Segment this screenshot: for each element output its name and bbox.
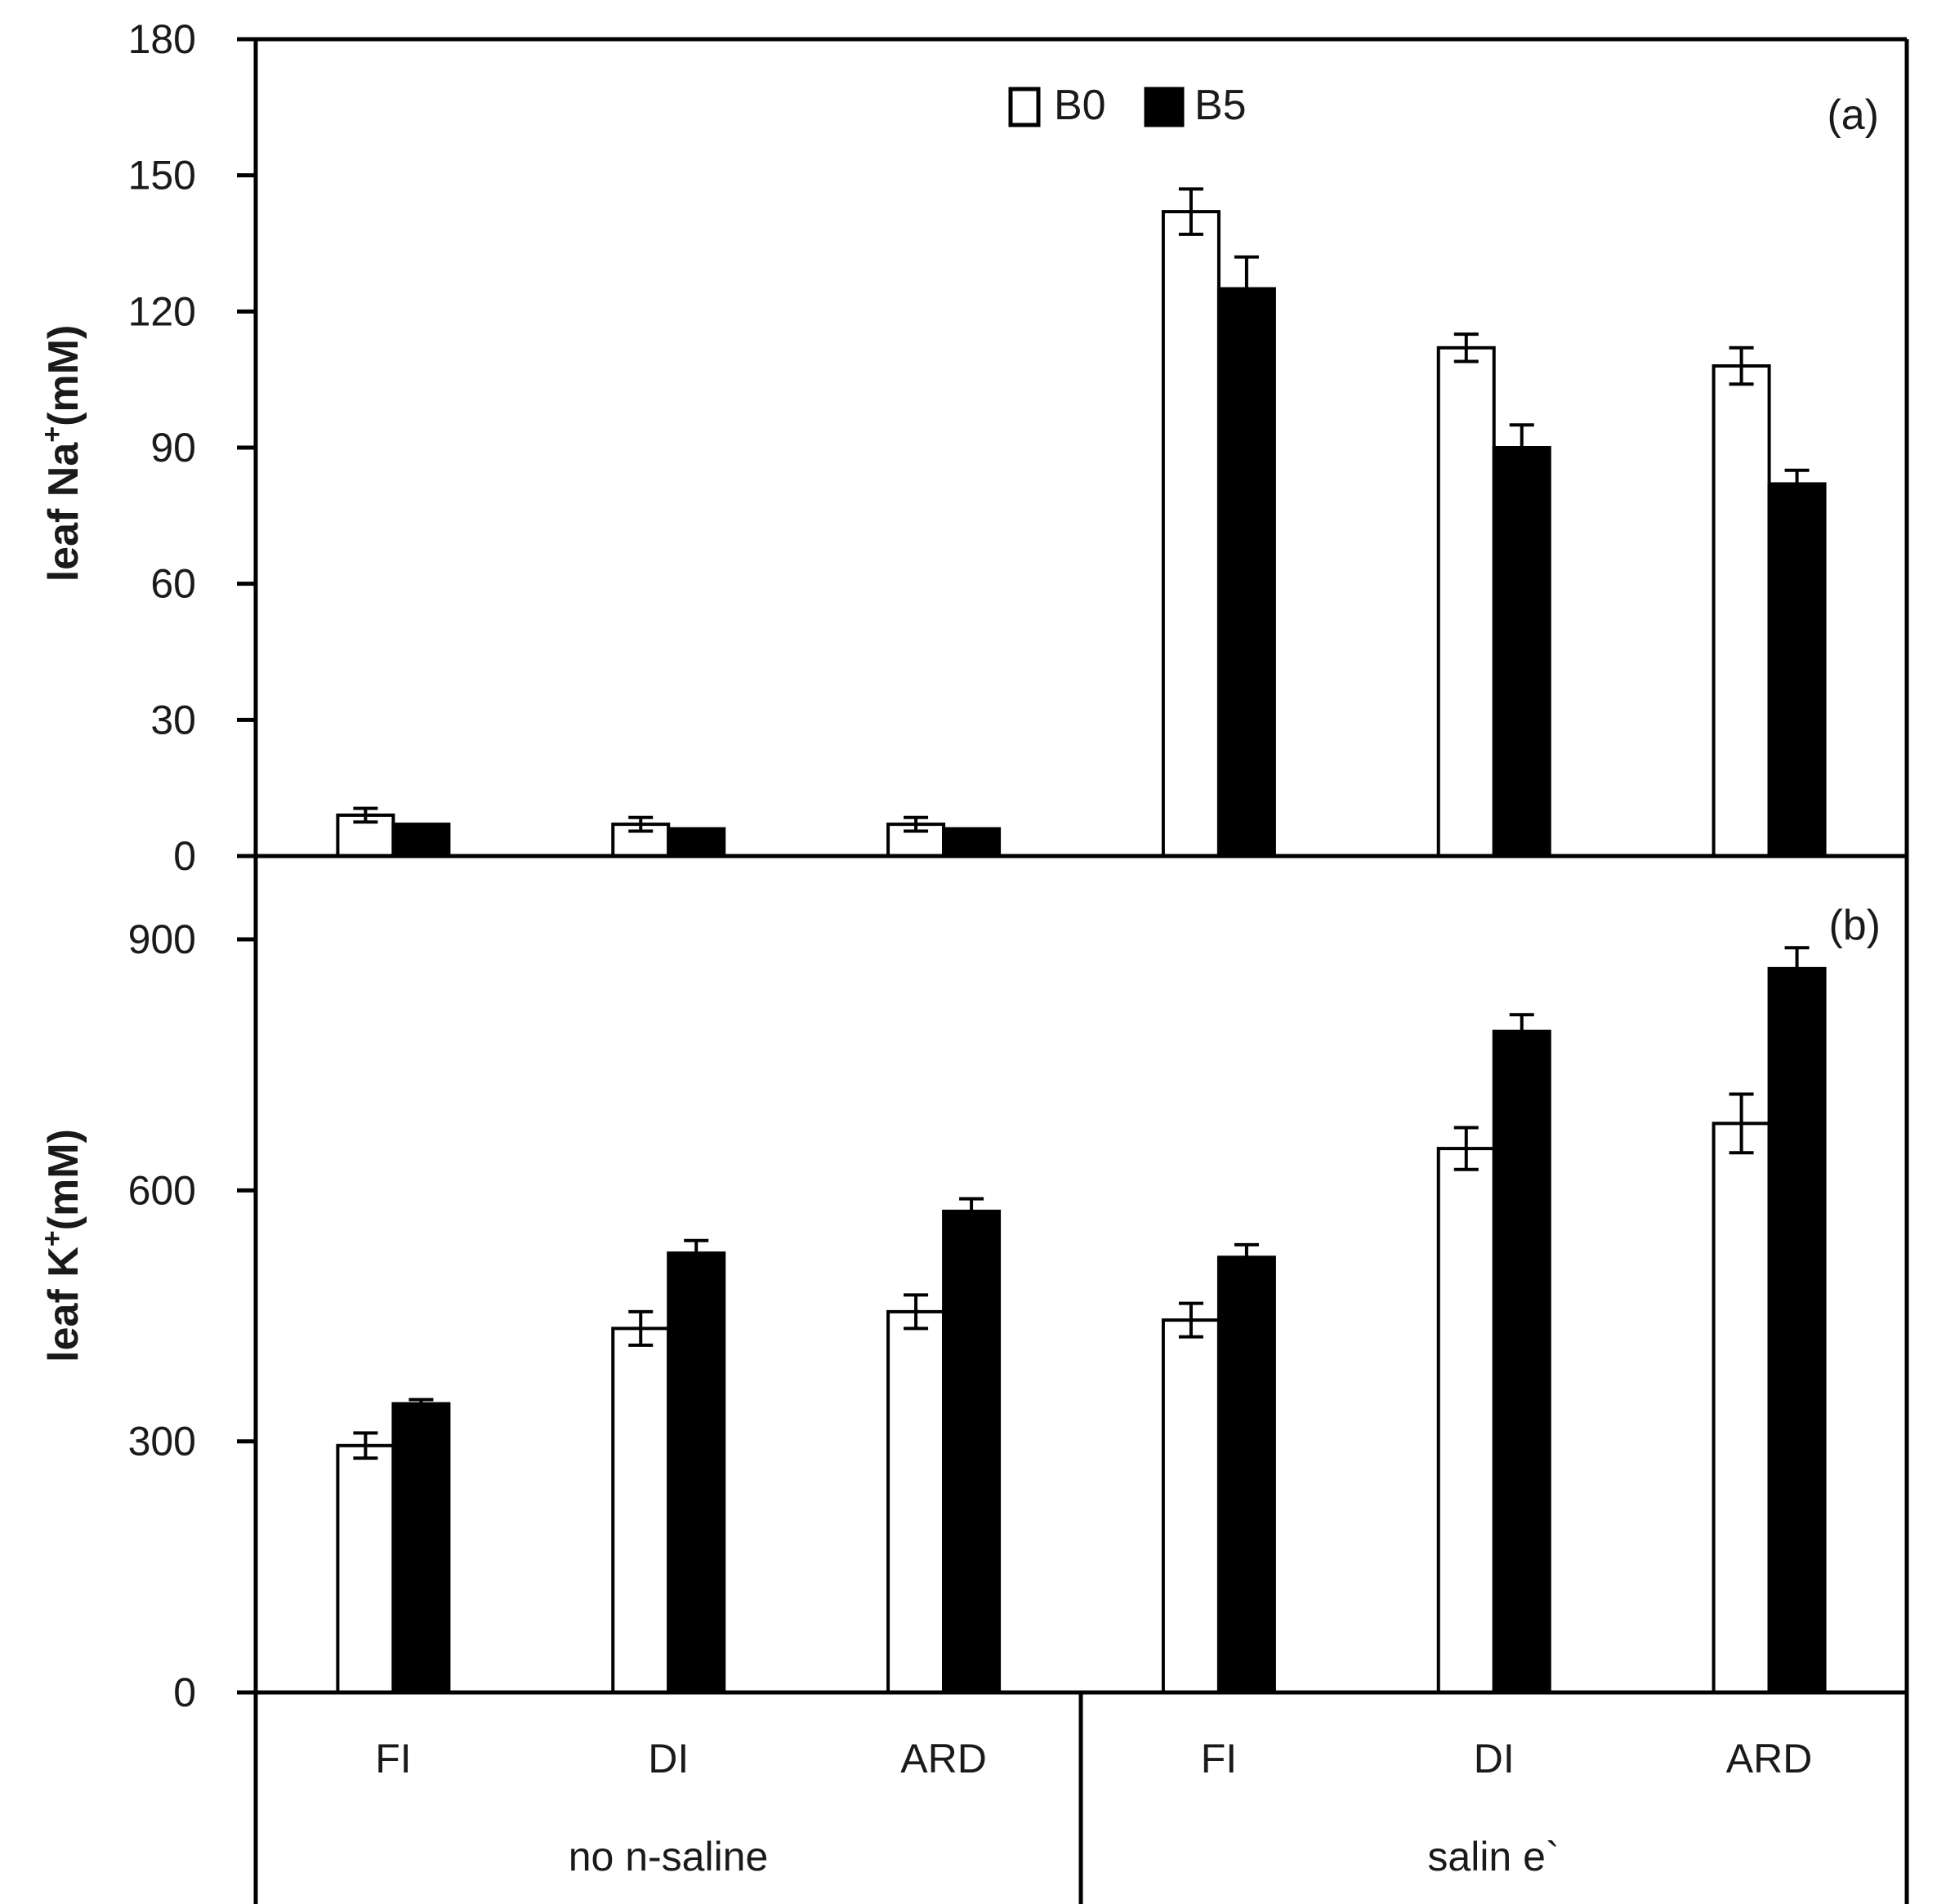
panel-a-bar-b5-5 <box>1767 482 1827 858</box>
x-category-label-4: DI <box>1474 1736 1515 1781</box>
panel-a: leaf Na+(mM) 0 30 60 90 120 150 180 (a) B0 B5 <box>37 16 1909 879</box>
panel-b-bars <box>336 946 1827 1695</box>
panel-a-bar-b5-1 <box>667 827 726 858</box>
panel-a-label: (a) <box>1827 91 1879 139</box>
panel-a-y-tick-label-0: 0 <box>173 833 196 879</box>
panel-a-bar-b5-4 <box>1492 446 1551 858</box>
panel-a-bars <box>336 187 1827 858</box>
panel-b-label: (b) <box>1828 902 1881 949</box>
panel-b-y-tick-label-300: 300 <box>128 1419 196 1465</box>
panel-b-bar-b0-4 <box>1436 1147 1496 1694</box>
panel-a-bar-b0-4 <box>1436 346 1496 858</box>
panel-b-bar-b5-4 <box>1492 1029 1551 1694</box>
panel-a-bar-b5-0 <box>391 823 451 858</box>
panel-b-bar-b5-1 <box>667 1251 726 1694</box>
panel-b-y-ticks: 0 300 600 900 <box>128 916 256 1715</box>
legend: B0 B5 <box>1008 82 1247 129</box>
panel-a-y-tick-label-150: 150 <box>128 153 196 198</box>
panel-b-bar-b5-5 <box>1767 966 1827 1695</box>
x-category-labels: FI DI ARD FI DI ARD <box>375 1736 1812 1781</box>
x-category-label-0: FI <box>375 1736 411 1781</box>
x-category-label-1: DI <box>648 1736 689 1781</box>
group-label-non-saline: no n-saline <box>569 1834 769 1879</box>
panel-b-y-tick-label-600: 600 <box>128 1167 196 1213</box>
panel-a-bar-b0-5 <box>1712 364 1771 858</box>
panel-a-y-tick-label-120: 120 <box>128 288 196 334</box>
group-label-saline: salin e` <box>1427 1834 1559 1879</box>
panel-b-bar-b0-1 <box>611 1327 671 1695</box>
panel-b-bar-b0-0 <box>336 1443 395 1695</box>
legend-swatch-b0 <box>1008 87 1041 127</box>
panel-a-bar-b5-3 <box>1216 287 1276 858</box>
legend-label-b0: B0 <box>1054 82 1106 129</box>
legend-label-b5: B5 <box>1194 82 1247 129</box>
x-category-label-5: ARD <box>1726 1736 1813 1781</box>
panel-b-y-tick-label-900: 900 <box>128 916 196 962</box>
panel-b-bar-b5-2 <box>942 1209 1002 1694</box>
panel-b: leaf K+(mM) 0 300 600 900 (b) <box>37 856 1909 1715</box>
panel-b-bar-b0-2 <box>886 1309 946 1695</box>
panel-b-y-axis-label: leaf K+(mM) <box>37 1129 87 1362</box>
panel-b-y-tick-label-0: 0 <box>173 1670 196 1715</box>
panel-a-y-tick-label-180: 180 <box>128 16 196 62</box>
x-category-label-3: FI <box>1201 1736 1237 1781</box>
panel-a-bar-b5-2 <box>942 827 1002 858</box>
x-axis-categories: FI DI ARD FI DI ARD no n-saline salin e` <box>253 1692 1909 1904</box>
panel-a-y-tick-label-60: 60 <box>150 561 196 607</box>
panel-a-y-ticks: 0 30 60 90 120 150 180 <box>128 16 256 879</box>
legend-swatch-b5 <box>1144 87 1185 127</box>
panel-b-bar-b0-5 <box>1712 1121 1771 1694</box>
x-category-label-2: ARD <box>900 1736 987 1781</box>
panel-a-y-tick-label-90: 90 <box>150 425 196 470</box>
panel-b-bar-b0-3 <box>1161 1318 1221 1694</box>
panel-b-bar-b5-0 <box>391 1402 451 1694</box>
panel-a-y-axis-label: leaf Na+(mM) <box>37 325 87 582</box>
panel-a-bar-b0-3 <box>1161 210 1221 858</box>
panel-a-y-tick-label-30: 30 <box>150 697 196 742</box>
panel-b-bar-b5-3 <box>1216 1255 1276 1695</box>
